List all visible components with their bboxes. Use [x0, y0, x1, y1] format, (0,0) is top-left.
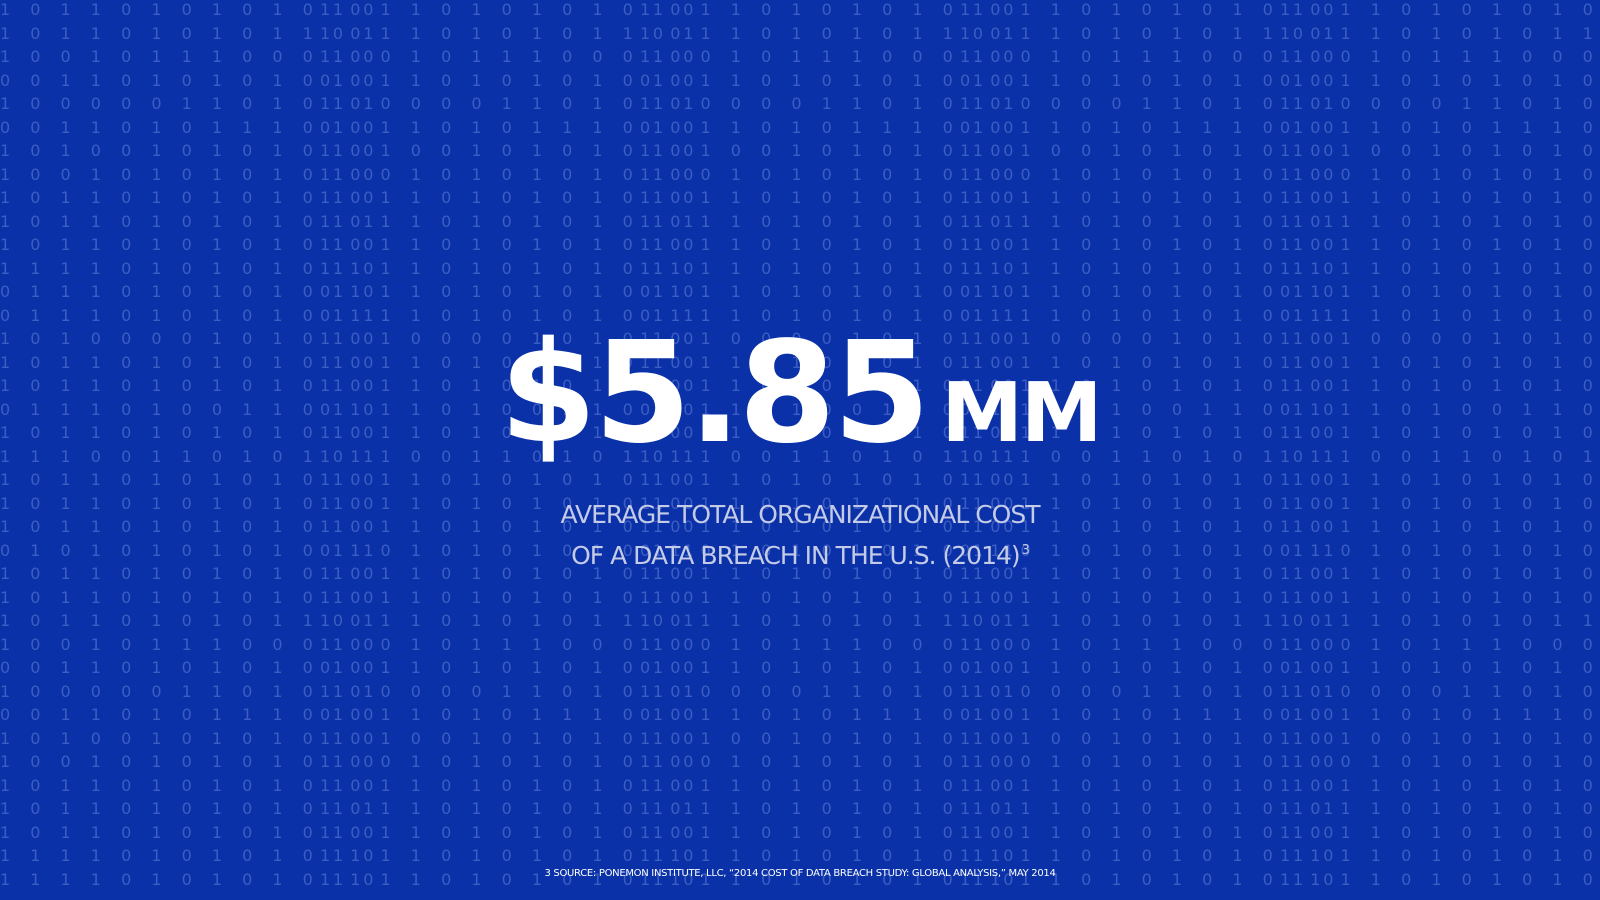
binary-column: 1 0 1 1 0 1 0 1 0 1 0 1 0 1 0 1 1 0 1 0 …: [320, 0, 701, 889]
headline-stat: $5.85 MM: [0, 312, 1600, 475]
binary-column: 1 0 1 1 0 1 0 1 0 1 0 1 0 1 0 1 1 0 1 0 …: [0, 0, 381, 889]
source-footnote: 3 SOURCE: PONEMON INSTITUTE, LLC, “2014 …: [544, 868, 1056, 879]
binary-column: 1 0 1 1 0 1 0 1 0 1 0 1 0 1 0 1 1 0 1 0 …: [640, 0, 1021, 889]
stat-description: AVERAGE TOTAL ORGANIZATIONAL COST OF A D…: [0, 497, 1600, 574]
subtitle-line-1: AVERAGE TOTAL ORGANIZATIONAL COST: [560, 500, 1041, 529]
binary-column: 1 0 1 1 0 1 0 1 0 1 0 1 0 1 0 1 1 0 1 0 …: [960, 0, 1341, 889]
subtitle-line-2-text: OF A DATA BREACH IN THE U.S. (2014): [571, 541, 1021, 570]
subtitle-line-2: OF A DATA BREACH IN THE U.S. (2014) 3: [0, 533, 1600, 574]
stat-amount: $5.85: [499, 312, 930, 475]
binary-column: 1 0 1 1 0 1 0 1 0 1 0 1 0 1 0 1 1 0 1 0 …: [1280, 0, 1600, 889]
stat-unit: MM: [941, 366, 1102, 461]
footnote-marker: 3: [1021, 543, 1030, 558]
